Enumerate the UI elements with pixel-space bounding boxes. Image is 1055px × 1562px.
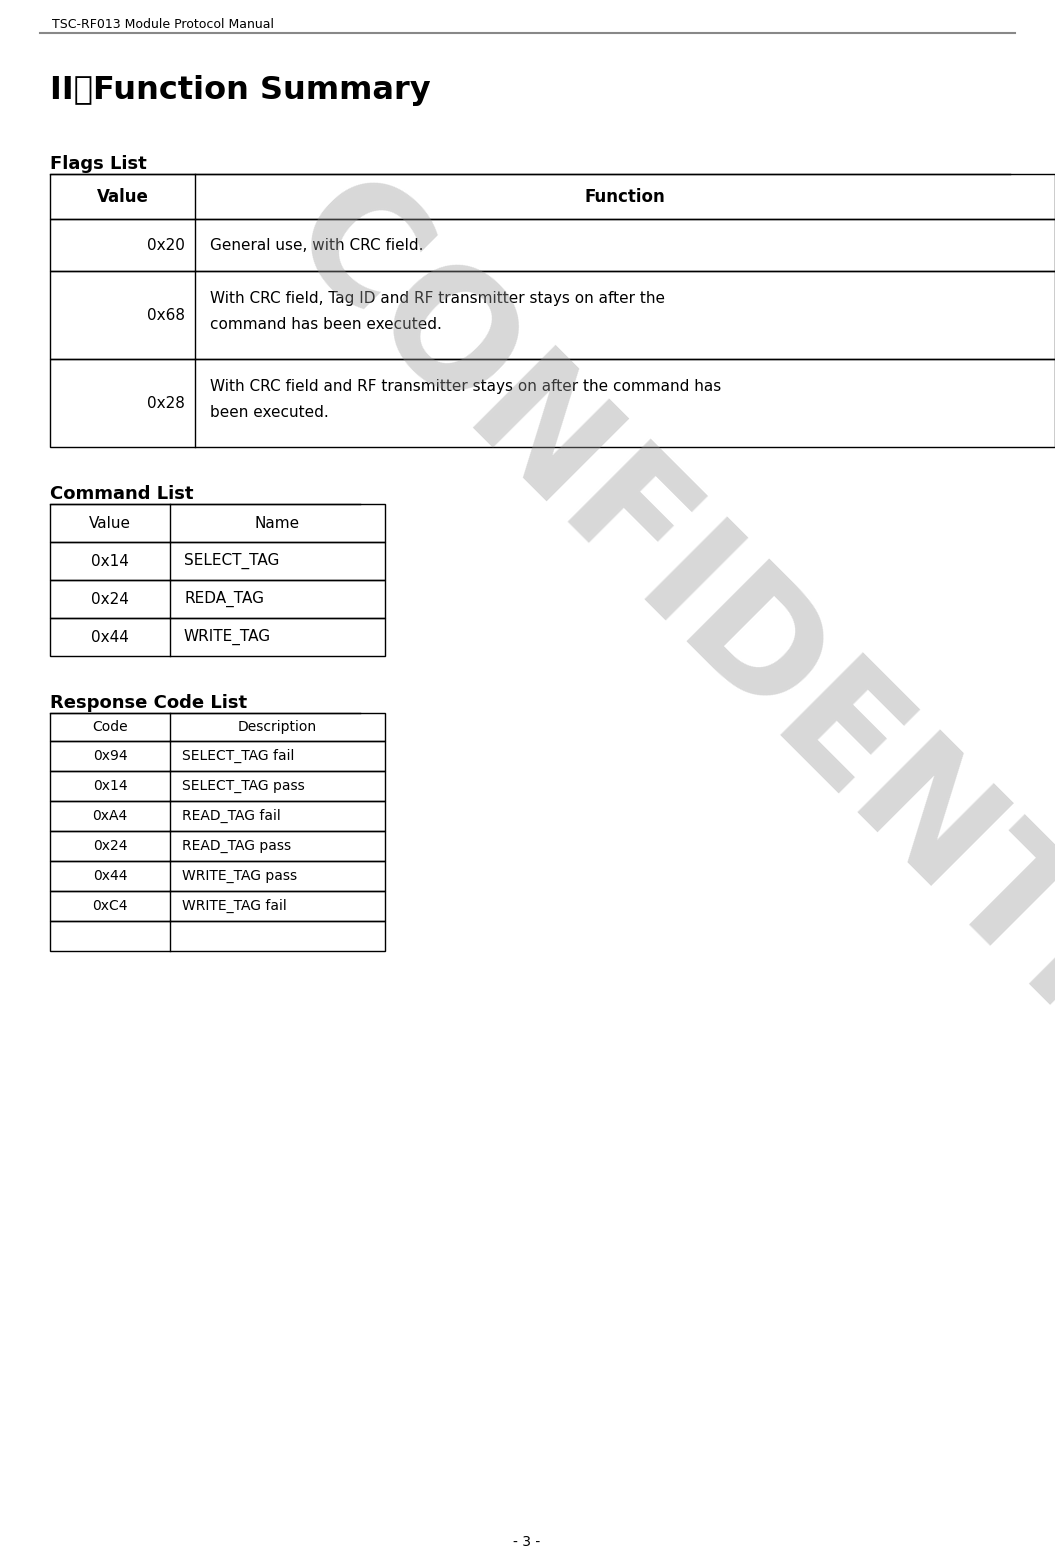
Text: With CRC field, Tag ID and RF transmitter stays on after the: With CRC field, Tag ID and RF transmitte…: [210, 291, 665, 306]
Text: Value: Value: [89, 515, 131, 531]
Bar: [50, 173, 1055, 219]
Text: Flags List: Flags List: [50, 155, 147, 173]
Bar: [50, 922, 385, 951]
Bar: [50, 270, 1055, 359]
Text: Code: Code: [92, 720, 128, 734]
Text: REDA_TAG: REDA_TAG: [184, 590, 264, 608]
Bar: [50, 619, 385, 656]
Text: SELECT_TAG fail: SELECT_TAG fail: [183, 748, 294, 764]
Text: II、Function Summary: II、Function Summary: [50, 75, 430, 106]
Text: Value: Value: [97, 187, 149, 206]
Text: WRITE_TAG: WRITE_TAG: [184, 629, 271, 645]
Text: SELECT_TAG: SELECT_TAG: [184, 553, 280, 569]
Text: 0xA4: 0xA4: [93, 809, 128, 823]
Text: Function: Function: [584, 187, 666, 206]
Text: Command List: Command List: [50, 484, 193, 503]
Bar: [50, 772, 385, 801]
Text: 0x14: 0x14: [93, 779, 128, 793]
Text: 0x24: 0x24: [91, 592, 129, 606]
Text: WRITE_TAG fail: WRITE_TAG fail: [183, 898, 287, 914]
Bar: [50, 831, 385, 861]
Text: 0x14: 0x14: [91, 553, 129, 569]
Text: 0x24: 0x24: [93, 839, 128, 853]
Text: 0x44: 0x44: [93, 868, 128, 883]
Text: 0x28: 0x28: [147, 395, 185, 411]
Bar: [50, 890, 385, 922]
Bar: [50, 359, 1055, 447]
Text: 0xC4: 0xC4: [92, 900, 128, 914]
Bar: [50, 505, 385, 542]
Bar: [50, 542, 385, 580]
Text: command has been executed.: command has been executed.: [210, 317, 442, 333]
Text: With CRC field and RF transmitter stays on after the command has: With CRC field and RF transmitter stays …: [210, 380, 722, 394]
Bar: [50, 580, 385, 619]
Text: SELECT_TAG pass: SELECT_TAG pass: [183, 779, 305, 793]
Text: READ_TAG fail: READ_TAG fail: [183, 809, 281, 823]
Text: CONFIDENTIAL: CONFIDENTIAL: [257, 156, 1055, 1203]
Bar: [50, 801, 385, 831]
Text: been executed.: been executed.: [210, 405, 329, 420]
Text: - 3 -: - 3 -: [514, 1535, 540, 1550]
Bar: [50, 219, 1055, 270]
Text: General use, with CRC field.: General use, with CRC field.: [210, 237, 423, 253]
Text: READ_TAG pass: READ_TAG pass: [183, 839, 291, 853]
Text: Description: Description: [238, 720, 318, 734]
Bar: [50, 861, 385, 890]
Text: 0x20: 0x20: [147, 237, 185, 253]
Text: 0x94: 0x94: [93, 750, 128, 762]
Text: 0x44: 0x44: [91, 629, 129, 645]
Bar: [50, 740, 385, 772]
Text: TSC-RF013 Module Protocol Manual: TSC-RF013 Module Protocol Manual: [52, 19, 274, 31]
Text: WRITE_TAG pass: WRITE_TAG pass: [183, 868, 298, 883]
Text: Response Code List: Response Code List: [50, 694, 247, 712]
Text: 0x68: 0x68: [147, 308, 185, 322]
Text: Name: Name: [255, 515, 300, 531]
Bar: [50, 712, 385, 740]
